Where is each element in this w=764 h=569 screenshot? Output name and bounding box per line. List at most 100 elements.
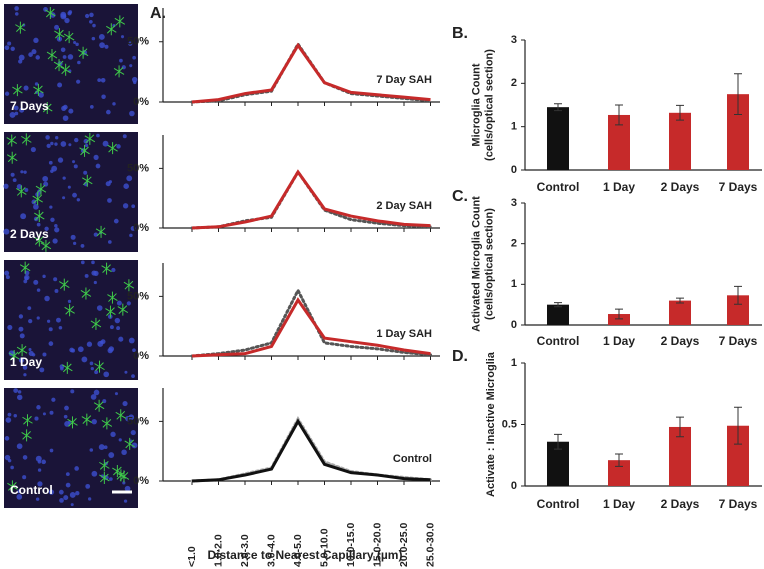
nucleus [123,183,129,189]
microglia [7,480,18,493]
x-tick-label: 15.0-20.0 [371,522,383,567]
nucleus [24,276,29,281]
nucleus [128,41,133,46]
nucleus [109,325,114,330]
x-tick-label: 2 Days [661,497,700,511]
error-bar [676,297,684,304]
nucleus [86,341,93,347]
nucleus [62,196,66,200]
microglia [114,15,126,28]
image-label: 1 Day [10,355,42,369]
x-axis-title: Distance to Nearest Capillary (µm) [208,548,403,562]
x-tick-label: 10.0-15.0 [345,522,357,567]
microglia [21,429,32,442]
y-axis-title: Activate : Inactive Microglia [485,351,497,497]
nucleus [111,267,116,273]
microglia [22,414,33,427]
nucleus [47,319,51,323]
image-label: Control [10,483,53,497]
nucleus [48,489,55,495]
nucleus [105,181,111,187]
nucleus [60,11,67,18]
x-tick-label: 5.0-10.0 [318,528,330,567]
nucleus [44,295,50,302]
error-bar [734,73,742,116]
nucleus [119,58,123,63]
nucleus [31,353,36,357]
error-bar [676,416,684,438]
microglia [59,278,70,291]
nucleus [89,361,94,366]
x-tick-label: 4.0-5.0 [292,534,304,567]
nucleus [23,279,28,284]
nucleus [76,198,81,202]
nucleus [62,55,67,59]
nucleus [93,389,100,396]
nucleus [33,37,39,44]
nucleus [22,455,28,460]
nucleus [31,49,37,55]
nucleus [131,374,135,379]
nucleus [49,410,54,415]
microglia [62,361,73,374]
nucleus [90,366,94,371]
nucleus [85,13,90,19]
nucleus [35,55,40,60]
y-tick-label: 0 [511,164,517,176]
nucleus [37,481,43,487]
nucleus [12,178,17,183]
x-tick-label: 1 Day [603,180,635,194]
nucleus [116,144,121,149]
x-tick-label: 2.0-3.0 [239,534,251,567]
annotation: 2 Day SAH [376,200,432,212]
nucleus [48,327,53,332]
nucleus [14,111,19,116]
nucleus [68,108,74,114]
nucleus [106,109,111,115]
nucleus [16,494,23,500]
nucleus [110,431,116,438]
x-tick-label: 7 Days [719,497,758,511]
nucleus [13,105,19,111]
nucleus [65,482,71,488]
nucleus [60,141,67,147]
nucleus [128,337,135,344]
nucleus [55,136,59,140]
nucleus [126,175,133,182]
nucleus [93,232,98,237]
microglia [19,261,31,274]
nucleus [77,60,81,65]
nucleus [23,373,27,377]
nucleus [125,416,131,422]
microglia [6,151,18,164]
nucleus [51,397,56,402]
nucleus [91,418,97,425]
nucleus [80,260,85,265]
nucleus [24,270,30,276]
image-label: 2 Days [10,227,49,241]
microglia [107,142,118,155]
y-axis-title: (cells/optical section) [483,208,495,320]
annotation: 1 Day SAH [376,328,432,340]
x-tick-label: 3.0-4.0 [265,534,277,567]
nucleus [3,228,10,235]
nucleus [124,370,128,374]
nucleus [18,326,24,332]
nucleus [4,436,10,441]
microglia [115,409,127,422]
nucleus [81,356,88,363]
nucleus [16,443,23,450]
nucleus [7,41,12,46]
y-tick-label: 50% [127,162,149,174]
nucleus [131,442,138,449]
nucleus [107,198,112,203]
nucleus [13,413,17,418]
bar [727,295,749,325]
y-tick-label: 0% [133,350,149,362]
microglia [16,185,27,198]
y-tick-label: 3 [511,34,517,46]
nucleus [114,392,119,396]
nucleus [56,317,61,323]
nucleus [28,347,32,352]
nucleus [76,79,81,84]
